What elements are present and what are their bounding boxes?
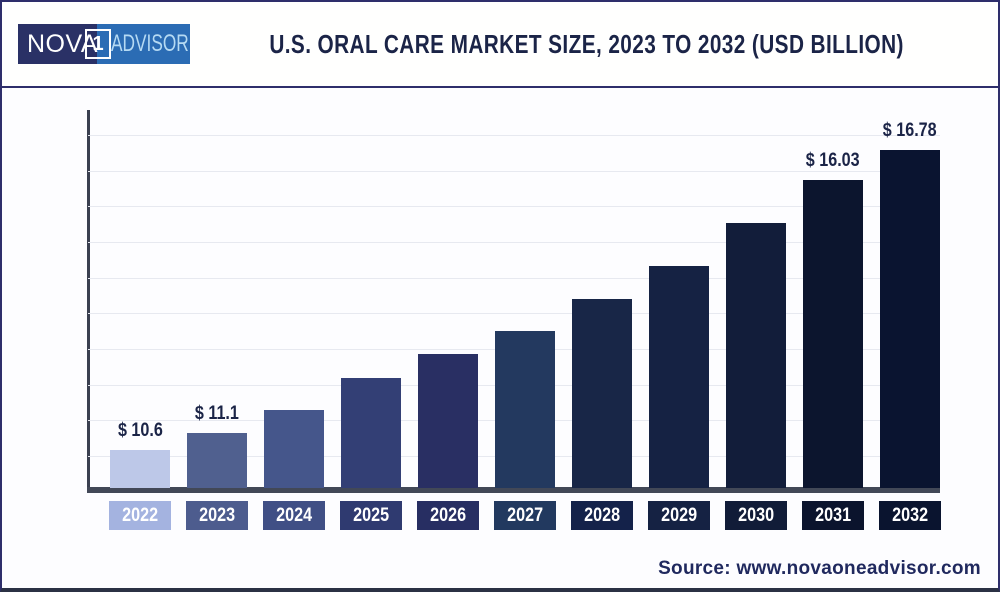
gridline bbox=[88, 242, 940, 243]
x-tick-2031: 2031 bbox=[802, 501, 864, 530]
bar-2024 bbox=[264, 410, 324, 488]
value-label-2022: $ 10.6 bbox=[117, 420, 163, 441]
bar-2031 bbox=[803, 180, 863, 488]
bar-2028 bbox=[572, 299, 632, 488]
bar-2026 bbox=[418, 354, 478, 488]
value-label-2023: $ 11.1 bbox=[194, 403, 240, 424]
page-title: U.S. ORAL CARE MARKET SIZE, 2023 TO 2032… bbox=[269, 28, 904, 59]
plot-area: $ 10.6 $ 11.1 $ 16.03 $ 16.78 bbox=[88, 110, 940, 488]
title-container: U.S. ORAL CARE MARKET SIZE, 2023 TO 2032… bbox=[190, 28, 998, 60]
bar-2030 bbox=[726, 223, 786, 488]
x-tick-2024: 2024 bbox=[263, 501, 325, 530]
bar-2027 bbox=[495, 331, 555, 488]
bar-2032 bbox=[880, 150, 940, 488]
x-tick-2030: 2030 bbox=[725, 501, 787, 530]
logo-one-badge: 1 bbox=[85, 29, 111, 59]
gridline bbox=[88, 171, 940, 172]
x-tick-2027: 2027 bbox=[494, 501, 556, 530]
x-tick-2025: 2025 bbox=[340, 501, 402, 530]
x-tick-2026: 2026 bbox=[417, 501, 479, 530]
bar-2022 bbox=[110, 450, 170, 488]
logo-text-one: 1 bbox=[92, 32, 104, 55]
x-tick-2029: 2029 bbox=[648, 501, 710, 530]
gridline bbox=[88, 313, 940, 314]
x-tick-2022: 2022 bbox=[109, 501, 171, 530]
bar-2029 bbox=[649, 266, 709, 488]
y-axis-line bbox=[87, 110, 90, 493]
x-axis-line bbox=[87, 487, 940, 493]
nova-one-advisor-logo: NOVA ADVISOR 1 bbox=[18, 24, 190, 64]
x-axis-tick-row: 2022 2023 2024 2025 2026 2027 2028 2029 2030 2031… bbox=[2, 501, 998, 530]
bar-2025 bbox=[341, 378, 401, 488]
header: NOVA ADVISOR 1 U.S. ORAL CARE MARKET SIZ… bbox=[2, 2, 998, 88]
gridline bbox=[88, 135, 940, 136]
gridline bbox=[88, 278, 940, 279]
source-link[interactable]: Source: www.novaoneadvisor.com bbox=[658, 558, 981, 579]
gridline bbox=[88, 206, 940, 207]
bar-2023 bbox=[187, 433, 247, 488]
logo-text-advisor: ADVISOR bbox=[111, 30, 189, 57]
value-label-2032: $ 16.78 bbox=[883, 120, 937, 141]
x-tick-2023: 2023 bbox=[186, 501, 248, 530]
x-tick-2032: 2032 bbox=[879, 501, 941, 530]
value-label-2031: $ 16.03 bbox=[806, 150, 860, 171]
x-tick-2028: 2028 bbox=[571, 501, 633, 530]
